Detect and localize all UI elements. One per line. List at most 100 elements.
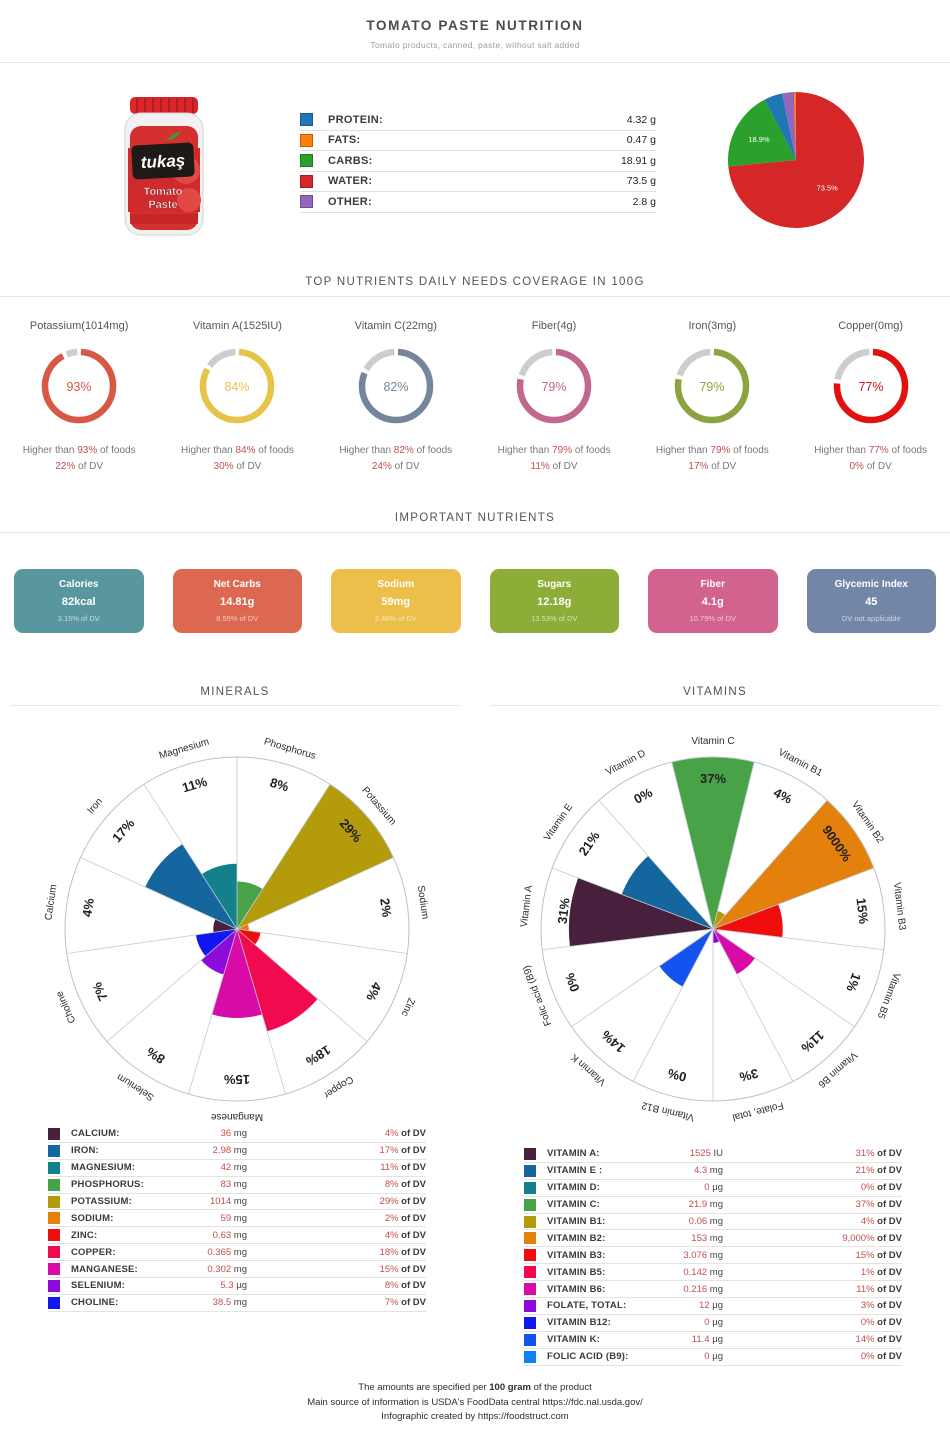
gauge-caption-foods: Higher than 82% of foods [339,445,453,456]
mineral-row: MANGANESE: 0.302 mg 15% of DV [48,1261,426,1279]
gauge-arc [41,348,117,424]
vitamin-row: VITAMIN B1: 0.06 mg 4% of DV [524,1214,902,1231]
amount-unit: IU [710,1148,723,1160]
vitamin-row-name: VITAMIN D: [547,1182,601,1194]
dv-label: of DV [874,1232,902,1244]
amount-unit: mg [231,1179,247,1191]
rose-wedge-iron [145,844,237,929]
rose-category-label: Copper [321,1073,355,1100]
vitamin-row-dv: 37% of DV [856,1199,902,1210]
rose-spoke [236,857,394,930]
mineral-row-amount: 83 mg [179,1179,247,1190]
amount-unit: mg [231,1162,247,1174]
mineral-row-swatch [48,1127,60,1140]
vitamin-row-name: FOLIC ACID (B9): [547,1351,629,1363]
mineral-row-name: ZINC: [71,1229,98,1241]
vitamin-row: VITAMIN B5: 0.142 mg 1% of DV [524,1264,902,1282]
gauge-title: Iron(3mg) [688,320,737,332]
macro-pie-chart: 73.5% 18.9% [727,92,864,228]
dv-label: of DV [398,1229,426,1241]
dv-value: 14% [855,1334,875,1346]
gauge-title: Fiber(4g) [531,320,577,332]
vitamin-row-amount: 0 µg [655,1182,723,1193]
rose-category-label: Vitamin B3 [891,882,908,932]
vitamin-row-amount: 4.3 mg [655,1165,723,1176]
pie-slice-carbs [727,99,796,167]
card-dv: DV not applicable [841,614,901,623]
mineral-row-name: SODIUM: [71,1212,114,1224]
rose-percent-label: 15% [853,897,871,925]
mineral-row-dv: 15% of DV [380,1264,426,1275]
card-value: 14.81g [220,596,255,608]
vitamin-row: VITAMIN B6: 0.216 mg 11% of DV [524,1281,902,1299]
amount-value: 38.5 [212,1297,232,1309]
vitamin-row-name: VITAMIN K: [547,1334,601,1346]
product-image: tukaş Tomato Paste [124,97,204,236]
gauge-title: Potassium(1014mg) [29,320,129,332]
coverage-gauge: Iron(3mg) 79% Higher than 79% of foods 17% … [633,320,791,475]
gauge-title: Copper(0mg) [838,320,904,332]
card-dv: 2.46% of DV [374,614,417,623]
vitamin-row-swatch [524,1299,536,1312]
rose-percent-label: 18% [303,1042,333,1069]
amount-value: 59 [220,1212,232,1224]
vitamin-row-amount: 0 µg [655,1351,723,1362]
mineral-row: POTASSIUM: 1014 mg 29% of DV [48,1194,426,1211]
rose-wedge-vitamin-b2 [713,800,874,929]
macro-legend: PROTEIN: 4.32 g FATS: 0.47 g CARBS: 18.91 g WA… [300,110,656,213]
mineral-row-name: PHOSPHORUS: [71,1179,144,1191]
rose-spoke [542,928,714,951]
rose-wedge-potassium [237,784,394,929]
label-bottom-strip [130,214,198,224]
amount-unit: mg [707,1199,723,1211]
coverage-gauge: Fiber(4g) 79% Higher than 79% of foods 11% … [475,320,633,475]
amount-unit: mg [231,1297,247,1309]
vitamin-row-swatch [524,1147,536,1160]
mineral-row-dv: 11% of DV [380,1162,426,1173]
mineral-row-swatch [48,1296,60,1309]
vitamin-row-dv: 31% of DV [856,1148,902,1159]
gauge-percent: 82% [383,380,408,394]
amount-unit: mg [707,1232,723,1244]
amount-unit: mg [707,1165,723,1177]
rose-category-label: Folic acid (B9) [521,964,554,1028]
dv-label: of DV [874,1216,902,1227]
mineral-row: COPPER: 0.365 mg 18% of DV [48,1244,426,1262]
mineral-row-dv: 18% of DV [380,1247,426,1258]
card-value: 4.1g [701,596,724,608]
gauge-caption-foods: Higher than 77% of foods [814,445,928,456]
card-value: 59mg [381,596,411,608]
foods-percent: 82% [393,445,414,456]
vitamin-row-dv: 14% of DV [856,1334,902,1345]
nutrient-card: Fiber 4.1g 10.79% of DV [648,569,778,633]
vitamin-row-dv: 15% of DV [856,1250,902,1261]
vitamin-row-dv: 0% of DV [861,1317,902,1328]
footer-line2: Main source of information is USDA's Foo… [307,1396,643,1408]
vitamin-row-amount: 3.076 mg [655,1250,723,1261]
dv-label: of DV [874,1317,902,1329]
important-cards: Calories 82kcal 3.15% of DV Net Carbs 14.81g… [14,569,936,633]
mineral-row-dv: 8% of DV [385,1179,426,1190]
dv-label: of DV [398,1246,426,1258]
amount-value: 0.142 [683,1266,708,1278]
gauge-percent: 79% [700,380,725,394]
vitamin-row-name: VITAMIN E : [547,1165,603,1177]
vitamin-row-amount: 21.9 mg [655,1199,723,1210]
rose-wedge-zinc [237,929,261,945]
dv-value: 3% [860,1300,875,1312]
card-dv: 10.79% of DV [689,614,736,623]
vitamin-row: FOLATE, TOTAL: 12 µg 3% of DV [524,1298,902,1315]
rose-category-label: Folate, total [731,1099,784,1122]
coverage-gauges: Potassium(1014mg) 93% Higher than 93% of f… [0,320,950,475]
dv-value: 0% [860,1351,875,1363]
dv-label: of DV [874,1300,902,1312]
footer-line1: The amounts are specified per 100 gram o… [358,1382,592,1393]
amount-value: 3.076 [683,1249,708,1261]
mineral-row-swatch [48,1229,60,1242]
mineral-row: CHOLINE: 38.5 mg 7% of DV [48,1295,426,1312]
vitamin-row: FOLIC ACID (B9): 0 µg 0% of DV [524,1349,902,1366]
page-subtitle: Tomato products, canned, paste, without … [370,40,580,50]
coverage-gauge: Copper(0mg) 77% Higher than 77% of foods 0%… [791,320,949,475]
rose-spoke [712,761,755,930]
mineral-row-amount: 36 mg [179,1128,247,1139]
